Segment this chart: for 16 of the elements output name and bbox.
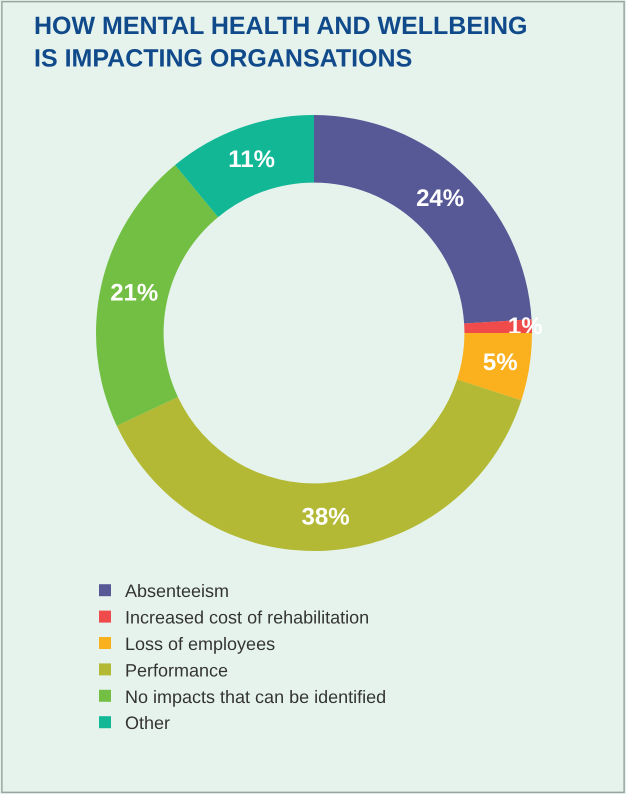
data-label: 5% [482, 348, 518, 376]
donut-slice [96, 165, 218, 426]
donut-slice [457, 333, 532, 400]
legend-label: Performance [125, 660, 228, 680]
data-label: 24% [416, 185, 464, 212]
legend-label: Absenteeism [125, 581, 230, 602]
data-label: 21% [110, 279, 158, 306]
donut-slice [175, 115, 314, 218]
data-label: 11% [228, 146, 275, 174]
legend-label: Loss of employees [125, 634, 276, 654]
legend-label: Other [125, 713, 170, 734]
donut-slice [116, 379, 522, 551]
chart-title: HOW MENTAL HEALTH AND WELLBEING IS IMPACTING ORGANSATIONS [34, 12, 528, 72]
legend-label: No impacts that can be identified [125, 686, 386, 707]
data-label: 38% [302, 503, 350, 530]
legend-label: Increased cost of rehabilitation [125, 608, 370, 628]
